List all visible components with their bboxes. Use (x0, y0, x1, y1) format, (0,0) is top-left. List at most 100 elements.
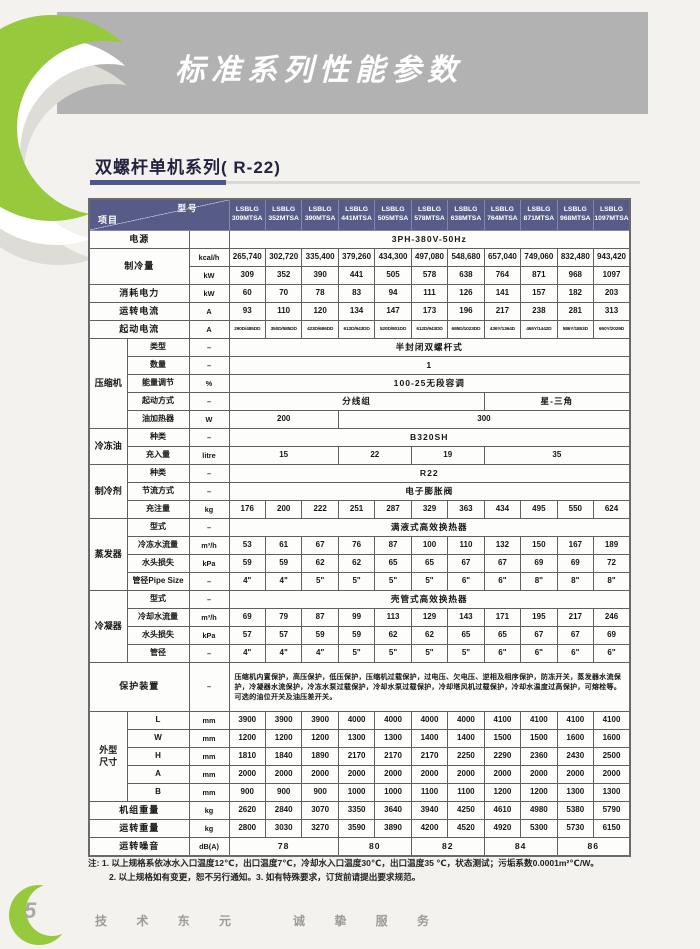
spec-cell: 150 (520, 536, 558, 555)
spec-cell: mm (188, 747, 230, 766)
spec-cell: 6" (593, 644, 631, 663)
spec-cell: 3640 (374, 801, 412, 820)
spec-cell: 22 (337, 446, 412, 465)
spec-cell: % (188, 374, 230, 393)
table-row: kW 309 352 390 441 505 578 638 764 871 968 1097 (89, 266, 631, 285)
spec-cell: 分线组 (228, 392, 485, 411)
spec-cell: 189 (593, 536, 631, 555)
spec-cell: 749,060 (520, 248, 558, 267)
spec-cell: 1810 (228, 747, 266, 766)
spec-cell: 2000 (301, 765, 339, 784)
spec-cell: 586Y/1853D (556, 320, 595, 339)
spec-cell: 685D/1023DD (447, 320, 485, 339)
spec-cell: 类型 (126, 338, 190, 357)
spec-cell: 182 (556, 284, 595, 303)
spec-cell: 1000 (374, 783, 412, 802)
spec-cell: 3270 (301, 819, 339, 838)
spec-cell: 94 (374, 284, 412, 303)
spec-cell: 141 (483, 284, 522, 303)
spec-cell: 2000 (337, 765, 376, 784)
spec-cell: 4" (301, 644, 339, 663)
spec-cell: 110 (447, 536, 485, 555)
spec-cell: 8" (593, 572, 631, 591)
spec-cell: 1200 (228, 729, 266, 748)
table-row: 电源 3PH-380V-50Hz (88, 230, 631, 249)
spec-cell: 423D/686DD (301, 320, 339, 339)
spec-cell: 287 (374, 500, 412, 519)
spec-cell: dB(A) (188, 837, 230, 857)
row-label-starting-current: 起动电流 (88, 320, 190, 339)
spec-cell: R22 (228, 464, 631, 483)
spec-cell: 6" (483, 644, 522, 663)
table-row: 起动电流 A 290D/485DD 350D/585DD 423D/686DD 612D/… (88, 320, 631, 339)
spec-cell: 113 (374, 608, 412, 627)
spec-cell: 126 (447, 284, 485, 303)
table-row: 蒸发器 型式 – 满液式高效换热器 (88, 518, 631, 591)
group-label-compressor: 压缩机 (88, 338, 128, 429)
table-row: 消耗电力 kW 60 70 78 83 94 111 126 141 157 182 203 (88, 284, 631, 303)
spec-cell: m³/h (188, 536, 230, 555)
model-header: LSBLG 968MTSA (556, 198, 595, 231)
model-header: LSBLG 441MTSA (337, 198, 376, 231)
spec-cell: 能量调节 (126, 374, 190, 393)
spec-cell: 1200 (301, 729, 339, 748)
spec-cell: 246 (593, 608, 631, 627)
spec-cell: 5790 (593, 801, 631, 820)
spec-cell: 3070 (301, 801, 339, 820)
spec-cell: – (188, 590, 230, 609)
spec-cell: – (188, 572, 230, 591)
spec-cell: 充注量 (126, 500, 190, 519)
spec-cell: 76 (337, 536, 376, 555)
spec-cell: 57 (228, 626, 266, 645)
spec-cell: 968 (556, 266, 595, 285)
spec-cell: 1600 (556, 729, 595, 748)
spec-cell: 550 (556, 500, 595, 519)
spec-cell: 62 (410, 626, 449, 645)
spec-cell: 5730 (556, 819, 595, 838)
spec-cell: 624 (593, 500, 631, 519)
spec-cell: 4" (228, 572, 266, 591)
spec-cell: 657,040 (483, 248, 522, 267)
spec-cell: 5" (374, 644, 412, 663)
spec-cell: 943,420 (593, 248, 631, 267)
group-label-evaporator: 蒸发器 (88, 518, 128, 591)
row-label-running-current: 运转电流 (88, 302, 190, 321)
spec-cell: 157 (520, 284, 558, 303)
spec-cell: 冷却水流量 (126, 608, 190, 627)
table-row: 起动方式 – 分线组 星-三角 (89, 392, 631, 411)
spec-cell: 67 (520, 626, 558, 645)
spec-cell: – (188, 392, 230, 411)
spec-cell: 星-三角 (483, 392, 631, 411)
spec-cell: 612D/943DD (337, 320, 376, 339)
spec-cell: 管径 (126, 644, 190, 663)
spec-cell: – (188, 356, 230, 375)
spec-cell: 充入量 (126, 446, 190, 465)
spec-cell: 329 (410, 500, 449, 519)
spec-cell: 5300 (520, 819, 558, 838)
spec-cell: 69 (520, 554, 558, 573)
spec-cell: 1097 (593, 266, 631, 285)
spec-cell: 100-25无段容调 (228, 374, 631, 393)
spec-cell: 93 (228, 302, 266, 321)
spec-cell: 62 (301, 554, 339, 573)
spec-cell: 3590 (337, 819, 376, 838)
row-label-power-consumption: 消耗电力 (88, 284, 190, 303)
spec-cell: 195 (520, 608, 558, 627)
spec-cell: 67 (556, 626, 595, 645)
footnote-line: 2. 以上规格如有变更，恕不另行通知。3. 如有特殊要求，订货前请提出要求规范。 (109, 872, 421, 883)
table-row: 充入量 litre 15 22 19 35 (89, 446, 631, 465)
spec-cell: 82 (410, 837, 485, 857)
spec-cell: 5" (374, 572, 412, 591)
table-row: 管径Pipe Size –4" 4" 5" 5" 5" 5" 6" 6" 8" 8" 8" (89, 572, 631, 591)
spec-table-body: 电源 3PH-380V-50Hz 制冷量 kcal/h 265,740 302,720 33… (88, 230, 631, 857)
spec-cell: 111 (410, 284, 449, 303)
spec-cell: 2000 (520, 765, 558, 784)
spec-cell: 100 (410, 536, 449, 555)
table-row: 冷冻水流量 m³/h 53 61 67 76 87 100 110 132 150 167 189 (89, 536, 631, 555)
spec-cell: 871 (520, 266, 558, 285)
spec-cell: 379,260 (337, 248, 376, 267)
spec-cell: 5" (337, 572, 376, 591)
spec-cell: 143 (447, 608, 485, 627)
table-row: 机组重量 kg 2620 2840 3070 3350 3640 3940 4250 4610 49… (88, 801, 631, 820)
footnote-line: 注: 1. 以上规格系依冰水入口温度12℃，出口温度7℃，冷却水入口温度30℃，… (88, 858, 599, 868)
